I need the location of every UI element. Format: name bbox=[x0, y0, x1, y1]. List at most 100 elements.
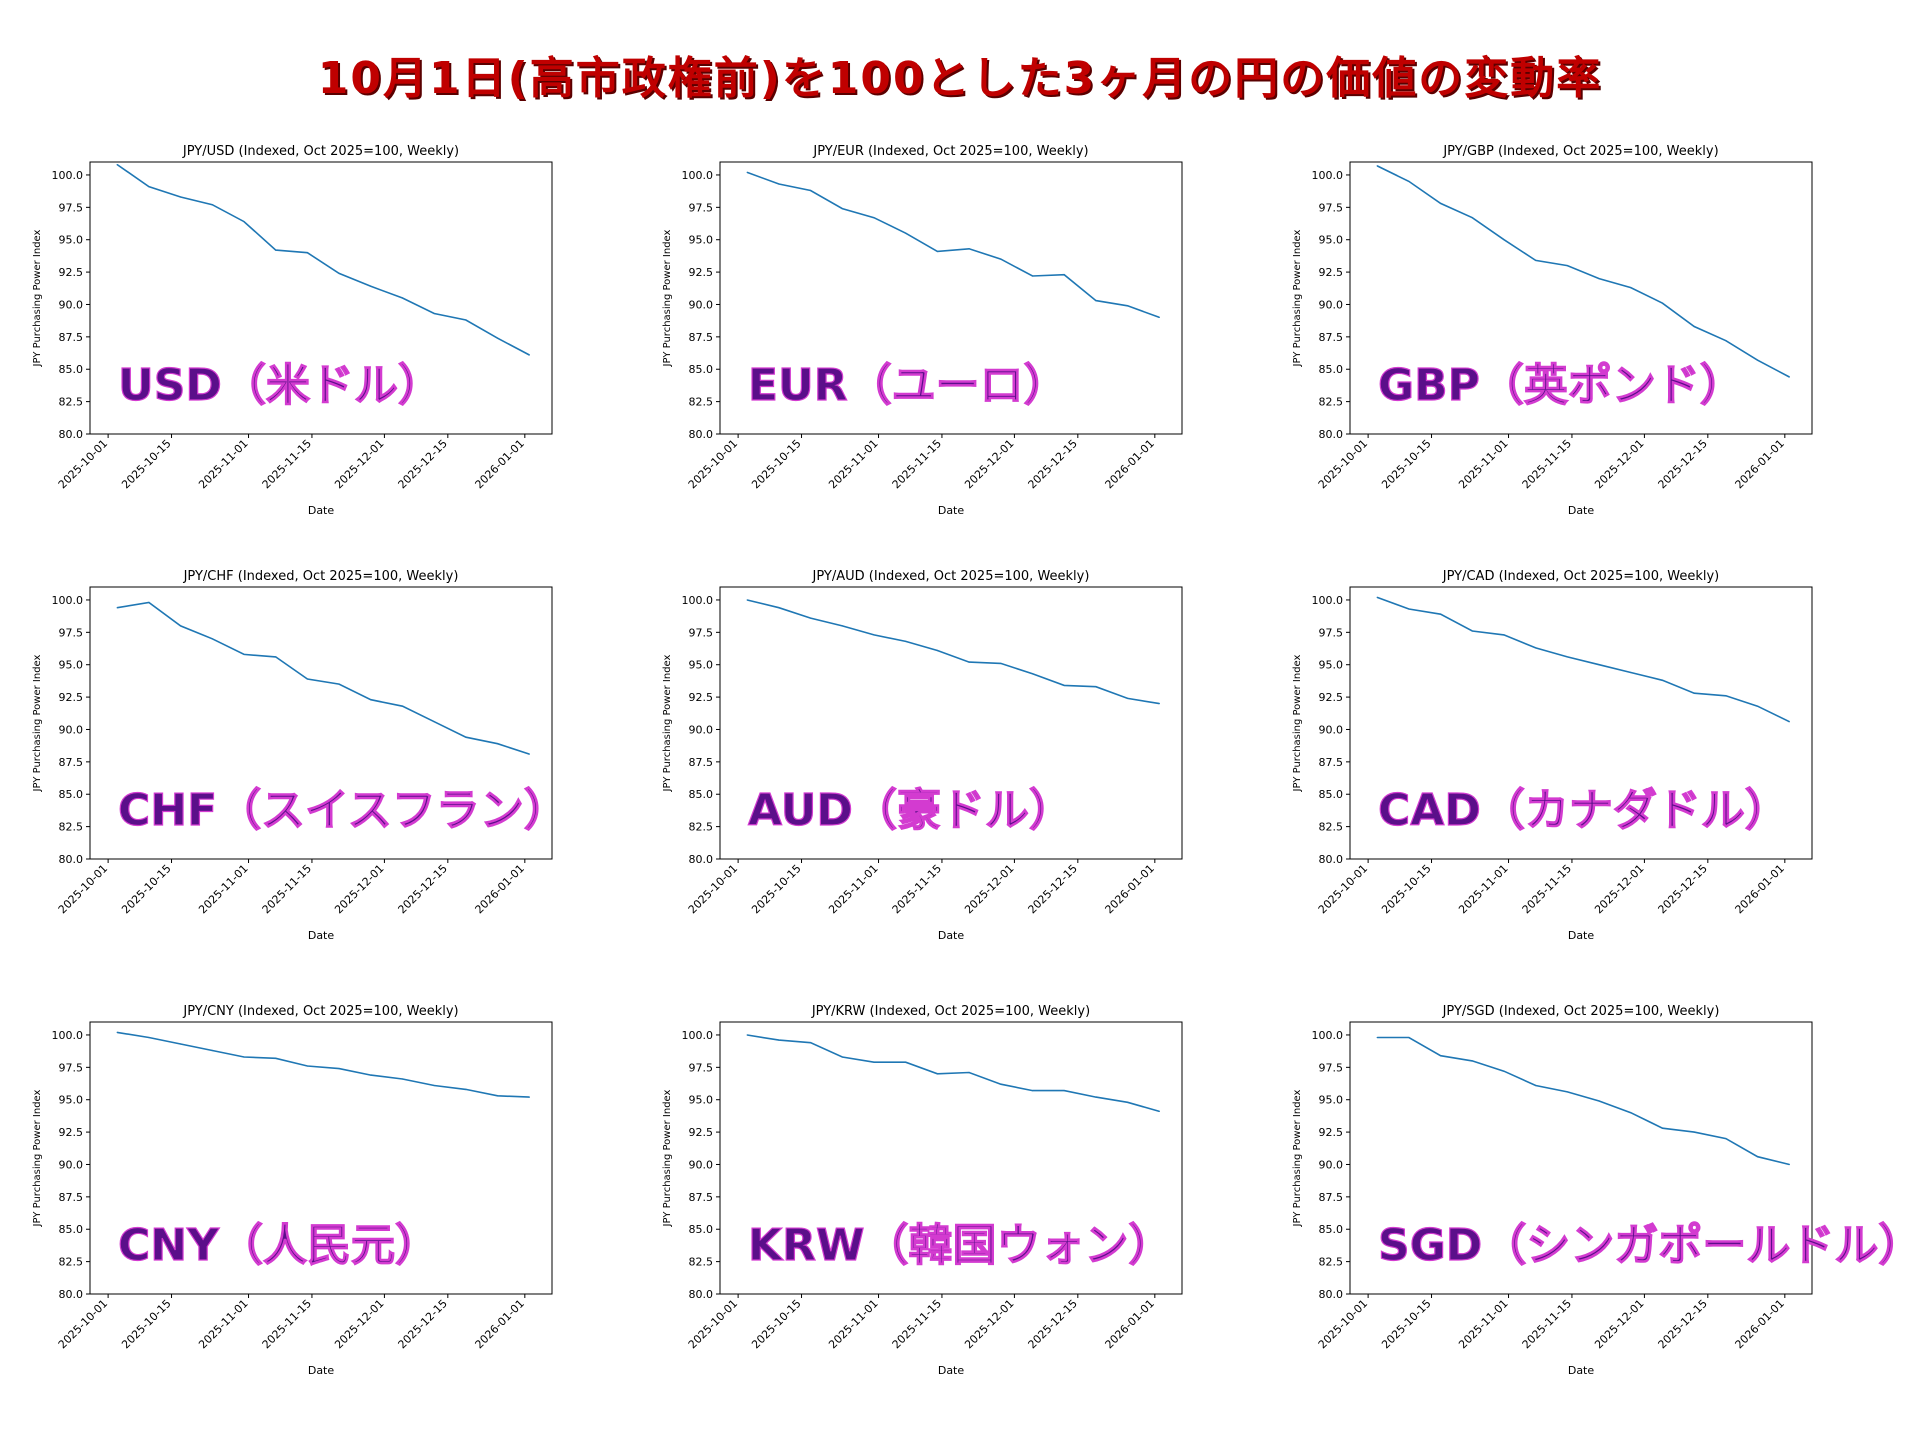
x-tick-label: 2025-12-01 bbox=[962, 437, 1016, 491]
data-point bbox=[1725, 695, 1727, 697]
y-tick-label: 100.0 bbox=[682, 169, 714, 182]
data-point bbox=[873, 1061, 875, 1063]
data-point bbox=[211, 638, 213, 640]
data-point bbox=[179, 625, 182, 627]
y-axis-label: JPY Purchasing Power Index bbox=[1292, 229, 1303, 367]
y-tick-label: 90.0 bbox=[1319, 1158, 1344, 1171]
data-point bbox=[1630, 287, 1632, 289]
x-tick-label: 2025-11-01 bbox=[826, 437, 880, 491]
y-tick-label: 80.0 bbox=[689, 428, 714, 441]
x-tick-label: 2025-10-01 bbox=[686, 1297, 740, 1351]
y-tick-label: 92.5 bbox=[689, 691, 714, 704]
data-point bbox=[1725, 1137, 1727, 1140]
x-axis-label: Date bbox=[308, 1364, 335, 1377]
plot-frame bbox=[89, 161, 553, 435]
data-point bbox=[1031, 673, 1034, 675]
y-tick-label: 87.5 bbox=[1319, 331, 1344, 344]
y-tick-label: 82.5 bbox=[59, 396, 84, 409]
y-tick-label: 97.5 bbox=[59, 1061, 84, 1074]
data-point bbox=[1693, 325, 1695, 328]
chart-panel: JPY/CHF (Indexed, Oct 2025=100, Weekly) 8… bbox=[20, 565, 640, 965]
data-point bbox=[1063, 684, 1065, 687]
y-tick-label: 97.5 bbox=[689, 626, 714, 639]
y-tick-label: 92.5 bbox=[1319, 691, 1344, 704]
chart-panel: JPY/CAD (Indexed, Oct 2025=100, Weekly) 8… bbox=[1280, 565, 1900, 965]
y-tick-label: 90.0 bbox=[689, 1158, 714, 1171]
x-tick-label: 2026-01-01 bbox=[1733, 437, 1787, 491]
x-tick-label: 2025-10-15 bbox=[1379, 862, 1433, 916]
y-axis-label: JPY Purchasing Power Index bbox=[662, 1089, 673, 1227]
x-tick-label: 2025-11-01 bbox=[826, 1297, 880, 1351]
y-tick-label: 100.0 bbox=[52, 169, 84, 182]
y-tick-label: 90.0 bbox=[1319, 298, 1344, 311]
data-point bbox=[528, 354, 530, 356]
data-point bbox=[1788, 721, 1790, 723]
series-line bbox=[117, 1031, 530, 1098]
y-axis-label: JPY Purchasing Power Index bbox=[32, 1089, 43, 1227]
x-tick-label: 2025-12-15 bbox=[1656, 437, 1710, 491]
data-point bbox=[1095, 686, 1097, 688]
data-point bbox=[338, 1068, 340, 1070]
x-tick-label: 2026-01-01 bbox=[1733, 1297, 1787, 1351]
data-point bbox=[1503, 634, 1505, 636]
line-chart: JPY/KRW (Indexed, Oct 2025=100, Weekly) 8… bbox=[662, 1004, 1183, 1377]
y-tick-label: 95.0 bbox=[1319, 659, 1344, 672]
data-point bbox=[746, 1034, 748, 1036]
y-tick-label: 90.0 bbox=[59, 1158, 84, 1171]
x-tick-label: 2025-10-01 bbox=[1316, 862, 1370, 916]
plot-frame bbox=[89, 586, 553, 860]
currency-overlay-label: GBP（英ポンド） bbox=[1378, 360, 1744, 411]
data-point bbox=[116, 607, 118, 609]
data-point bbox=[1063, 274, 1065, 276]
data-point bbox=[433, 721, 435, 723]
y-tick-label: 85.0 bbox=[59, 788, 84, 801]
data-point bbox=[179, 1043, 182, 1045]
data-point bbox=[1661, 679, 1664, 681]
y-tick-label: 90.0 bbox=[59, 723, 84, 736]
line-chart: JPY/CNY (Indexed, Oct 2025=100, Weekly) 8… bbox=[32, 1004, 553, 1377]
y-tick-label: 97.5 bbox=[59, 201, 84, 214]
currency-overlay-label: EUR（ユーロ） bbox=[748, 360, 1068, 411]
x-tick-label: 2025-11-01 bbox=[196, 862, 250, 916]
y-tick-label: 95.0 bbox=[59, 1094, 84, 1107]
series-line bbox=[1376, 596, 1790, 723]
data-point bbox=[401, 705, 404, 707]
y-tick-label: 85.0 bbox=[1319, 1223, 1344, 1236]
plot-frame bbox=[719, 161, 1183, 435]
data-point bbox=[873, 217, 875, 219]
y-tick-label: 87.5 bbox=[1319, 756, 1344, 769]
series-line bbox=[116, 163, 530, 356]
x-tick-label: 2025-11-15 bbox=[1520, 862, 1574, 916]
line-chart: JPY/USD (Indexed, Oct 2025=100, Weekly) 8… bbox=[32, 144, 553, 517]
data-point bbox=[306, 678, 309, 680]
data-point bbox=[370, 285, 372, 287]
data-point bbox=[1661, 302, 1664, 304]
data-point bbox=[243, 653, 245, 655]
data-point bbox=[1127, 305, 1129, 307]
y-tick-label: 82.5 bbox=[59, 1256, 84, 1269]
data-point bbox=[370, 1074, 372, 1076]
x-axis-label: Date bbox=[308, 929, 335, 942]
data-point bbox=[1158, 316, 1160, 319]
x-tick-label: 2025-11-01 bbox=[196, 1297, 250, 1351]
data-point bbox=[1471, 217, 1473, 219]
currency-overlay-label: CAD（カナダドル） bbox=[1378, 785, 1789, 836]
data-point bbox=[1535, 259, 1537, 262]
y-tick-label: 87.5 bbox=[59, 1191, 84, 1204]
y-tick-label: 82.5 bbox=[689, 821, 714, 834]
data-point bbox=[1158, 1110, 1160, 1112]
x-tick-label: 2025-10-01 bbox=[56, 437, 110, 491]
data-point bbox=[433, 312, 435, 315]
y-tick-label: 80.0 bbox=[689, 1288, 714, 1301]
chart-panel: JPY/CNY (Indexed, Oct 2025=100, Weekly) 8… bbox=[20, 1000, 640, 1400]
x-tick-label: 2026-01-01 bbox=[473, 862, 527, 916]
line-chart: JPY/EUR (Indexed, Oct 2025=100, Weekly) 8… bbox=[662, 144, 1183, 517]
y-tick-label: 95.0 bbox=[689, 234, 714, 247]
data-point bbox=[1471, 1060, 1473, 1062]
x-axis-label: Date bbox=[1568, 1364, 1595, 1377]
x-tick-label: 2025-11-01 bbox=[1456, 437, 1510, 491]
x-tick-label: 2025-12-01 bbox=[1592, 437, 1646, 491]
data-point bbox=[1661, 1127, 1664, 1129]
x-tick-label: 2025-11-01 bbox=[1456, 1297, 1510, 1351]
y-tick-label: 85.0 bbox=[59, 1223, 84, 1236]
